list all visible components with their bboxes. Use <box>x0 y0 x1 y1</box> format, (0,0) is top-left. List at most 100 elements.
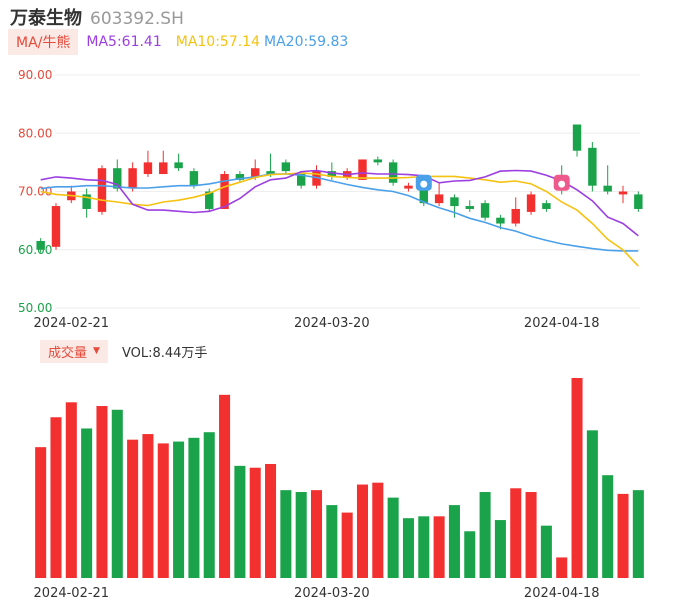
B-badge-icon[interactable]: ● <box>415 174 432 191</box>
y-tick-label: 50.00 <box>18 301 52 315</box>
candle-body <box>404 185 413 189</box>
candle-body <box>36 241 45 250</box>
volume-bar <box>50 417 62 578</box>
candle-body <box>373 159 383 163</box>
S-badge-icon-bg <box>553 174 570 191</box>
candle-body <box>450 197 459 207</box>
x-tick-label: 2024-03-20 <box>294 316 370 331</box>
volume-bar <box>632 490 644 578</box>
candle-body <box>113 168 122 189</box>
volume-bar <box>111 409 123 578</box>
candle-body <box>82 194 91 209</box>
candle-body <box>634 194 643 209</box>
ma10-line <box>40 172 639 267</box>
candle-body <box>358 159 367 180</box>
x-tick-label: 2024-04-18 <box>524 586 600 601</box>
volume-bar <box>586 430 598 578</box>
y-tick-label: 90.00 <box>18 68 52 82</box>
ma-legend: MA/牛熊 MA5:61.41 MA10:57.14 MA20:59.83 <box>8 29 352 55</box>
candle-body <box>174 162 183 169</box>
candle-body <box>220 174 229 209</box>
candle-body <box>312 171 321 186</box>
volume-bar <box>157 443 169 578</box>
volume-bar <box>310 490 323 578</box>
volume-bar <box>127 439 139 578</box>
volume-bar <box>234 465 246 578</box>
candle-body <box>496 217 505 224</box>
volume-bar <box>142 434 154 578</box>
x-tick-label: 2024-02-21 <box>34 586 110 601</box>
candle-body <box>526 194 536 212</box>
candle-body <box>296 174 306 186</box>
volume-bar <box>65 402 77 578</box>
volume-bar <box>464 531 476 578</box>
candle-body <box>266 171 275 175</box>
candle-body <box>572 124 582 151</box>
volume-bar <box>81 428 93 578</box>
candle-body <box>235 174 245 180</box>
ma20-line <box>40 173 639 252</box>
candle-body <box>51 206 61 247</box>
candle-body <box>480 203 490 218</box>
volume-bar <box>433 516 445 578</box>
candle-body <box>542 203 551 209</box>
volume-bar <box>265 463 277 578</box>
volume-bar <box>525 492 537 578</box>
volume-bar <box>326 505 338 578</box>
volume-bar <box>356 484 369 578</box>
x-tick-label: 2024-02-21 <box>34 316 110 331</box>
volume-bar <box>479 492 491 578</box>
volume-bar <box>617 493 629 578</box>
candle-body <box>465 206 474 209</box>
volume-value: VOL:8.44万手 <box>121 345 208 361</box>
volume-bar <box>556 557 568 578</box>
volume-bar <box>188 437 200 578</box>
volume-bar <box>448 505 460 578</box>
ma20-label: MA20:59.83 <box>264 34 349 50</box>
y-tick-label: 70.00 <box>18 185 52 199</box>
x-tick-label: 2024-04-18 <box>524 316 600 331</box>
candle-body <box>327 171 337 177</box>
dropdown-arrow-icon: ▼ <box>93 346 100 356</box>
ma5-line <box>40 169 639 237</box>
volume-bar <box>341 512 353 578</box>
volume-bar <box>35 447 47 578</box>
volume-bar <box>540 525 552 578</box>
volume-bar <box>571 378 583 578</box>
candle-body <box>159 162 168 175</box>
stock-code: 603392.SH <box>90 9 184 29</box>
candle-body <box>588 147 597 186</box>
S-badge-icon[interactable]: ● <box>553 174 570 191</box>
B-badge-icon-bg <box>415 174 432 191</box>
candle-body <box>419 185 429 204</box>
candle-body <box>434 194 444 204</box>
stock-header: 万泰生物 603392.SH <box>10 4 184 29</box>
volume-bar <box>249 467 261 578</box>
stock-name: 万泰生物 <box>10 8 82 29</box>
volume-chart[interactable]: 2024-02-21 2024-03-20 2024-04-18 <box>0 366 686 606</box>
candle-body <box>618 191 628 195</box>
candle-body <box>128 168 137 189</box>
volume-bar <box>372 482 384 578</box>
candle-body <box>189 171 199 186</box>
B-badge-icon-glyph: ● <box>420 179 428 189</box>
ma10-label: MA10:57.14 <box>175 34 261 50</box>
volume-bar <box>494 520 506 578</box>
candle-body <box>97 168 107 212</box>
candle-body <box>143 162 153 175</box>
volume-bar <box>203 432 215 578</box>
volume-bar <box>602 475 614 578</box>
x-tick-label: 2024-03-20 <box>294 586 370 601</box>
candle-body <box>205 191 214 209</box>
volume-indicator-tab[interactable]: 成交量 ▼ <box>40 339 108 363</box>
candle-body <box>250 168 260 177</box>
candle-body <box>511 208 520 224</box>
volume-bar <box>280 490 292 578</box>
volume-bar <box>96 406 108 578</box>
candle-body <box>388 162 398 183</box>
volume-bar <box>295 492 307 578</box>
ma5-label: MA5:61.41 <box>86 34 162 50</box>
ma-indicator-tab[interactable]: MA/牛熊 <box>8 29 79 55</box>
volume-bar <box>387 497 399 578</box>
